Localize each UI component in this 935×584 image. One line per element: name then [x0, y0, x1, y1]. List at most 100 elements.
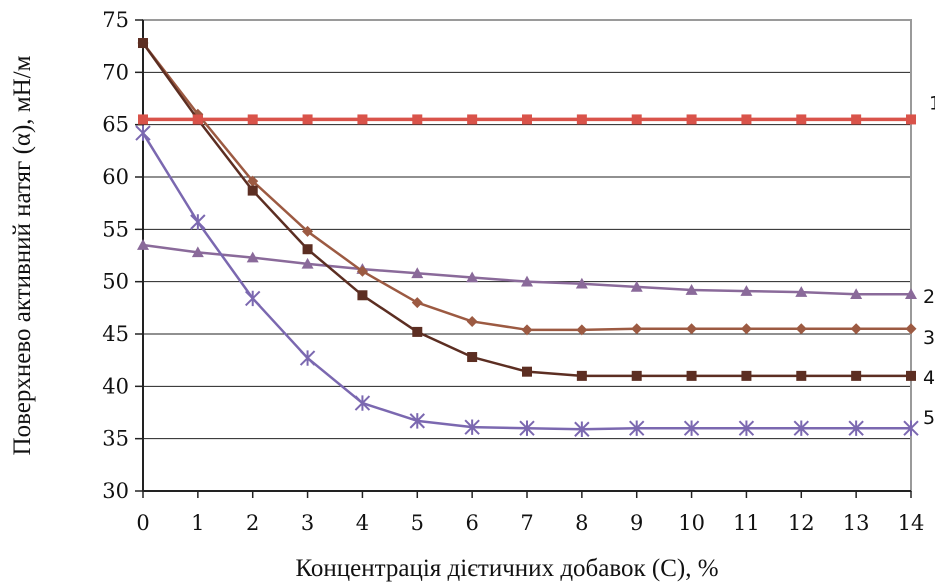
- x-tick-label-5: 5: [411, 511, 424, 535]
- series-5-point-2: [245, 290, 261, 307]
- series-2-point-12: [795, 286, 808, 297]
- series-5-point-5: [409, 413, 425, 429]
- x-tick-label-10: 10: [678, 511, 705, 535]
- series-4-point-5: [412, 326, 423, 337]
- series-3-point-11: [740, 323, 752, 335]
- series-3-point-14: [905, 323, 917, 335]
- series-3-point-6: [466, 315, 478, 327]
- x-tick-label-14: 14: [898, 511, 925, 535]
- series-4-point-2: [247, 185, 258, 196]
- series-1-point-0: [138, 114, 148, 125]
- series-2-point-5: [411, 267, 424, 279]
- y-tick-label-75: 75: [102, 8, 129, 32]
- series-1-point-12: [796, 114, 807, 125]
- series-labels: 1 2 3 4 5: [923, 92, 935, 429]
- series-4-point-0: [138, 38, 148, 49]
- y-tick-label-40: 40: [102, 374, 129, 398]
- series-2-point-14: [905, 288, 917, 300]
- series-5-point-11: [738, 420, 755, 436]
- series-5-point-1: [190, 214, 206, 230]
- series-4-point-3: [302, 244, 313, 255]
- series-3-point-2: [247, 175, 259, 187]
- series-5-point-10: [683, 420, 700, 436]
- series-3-point-5: [411, 297, 423, 309]
- series-1-point-2: [247, 114, 258, 125]
- series-4-point-9: [631, 370, 642, 381]
- series-1-point-7: [522, 114, 532, 125]
- series-4-point-11: [741, 370, 752, 381]
- series-5-point-3: [299, 350, 316, 366]
- series-2-point-8: [575, 277, 588, 289]
- series-3-point-3: [302, 225, 314, 237]
- x-tick-label-13: 13: [843, 511, 870, 535]
- series-4-point-14: [906, 370, 916, 381]
- series-1-point-1: [192, 114, 203, 125]
- series-2-point-6: [466, 271, 479, 283]
- x-tick-label-6: 6: [465, 511, 478, 535]
- series-3-point-7: [521, 324, 533, 336]
- y-tick-label-65: 65: [102, 113, 129, 137]
- x-axis-title: Концентрація дієтичних добавок (С), %: [295, 555, 718, 582]
- x-tick-label-9: 9: [630, 511, 643, 535]
- series-3-point-4: [356, 265, 368, 277]
- series-3-point-9: [631, 323, 643, 335]
- series-1: [138, 114, 916, 125]
- series-3-point-8: [576, 324, 588, 336]
- series-4: [138, 38, 916, 381]
- y-tick-label-45: 45: [102, 322, 129, 346]
- series-1-point-8: [576, 114, 587, 125]
- x-tick-label-0: 0: [136, 511, 149, 535]
- series-2-point-0: [137, 239, 149, 250]
- series-5-point-4: [354, 395, 371, 411]
- x-tick-label-3: 3: [301, 511, 314, 535]
- series-1-point-11: [741, 114, 752, 125]
- series-5-point-0: [135, 125, 151, 141]
- series-2-point-13: [850, 288, 863, 300]
- series-5: [135, 125, 919, 437]
- plot-frame: [142, 19, 912, 492]
- series-label-5: 5: [923, 407, 935, 429]
- series-4-point-7: [522, 366, 532, 377]
- series-2-point-7: [521, 275, 533, 287]
- y-tick-label-30: 30: [102, 479, 129, 503]
- y-tick-label-55: 55: [102, 217, 129, 241]
- series-5-point-7: [519, 420, 535, 436]
- series-5-point-14: [903, 420, 919, 436]
- series-3-point-13: [850, 323, 862, 335]
- y-tick-label-70: 70: [102, 60, 129, 84]
- series-2-line: [142, 243, 911, 296]
- series-2-point-1: [191, 246, 204, 258]
- series-1-point-3: [302, 114, 313, 125]
- y-tick-labels: 30 35 40 45 50 55 60 65 70 75: [102, 8, 143, 503]
- y-axis-title: Поверхнево активний натяг (α), мН/м: [9, 55, 36, 455]
- series-2-point-9: [630, 280, 643, 292]
- series-2-point-3: [301, 257, 314, 269]
- x-tick-labels: 0 1 2 3 4 5 6 7 8 9 10 11 12 13 14: [136, 491, 924, 535]
- x-tick-label-7: 7: [520, 511, 533, 535]
- series-4-point-13: [851, 370, 862, 381]
- series-label-1: 1: [929, 92, 935, 114]
- series-5-point-6: [464, 419, 480, 435]
- series-1-point-6: [467, 114, 478, 125]
- series-1-point-5: [412, 114, 423, 125]
- series-4-point-10: [686, 370, 697, 381]
- axes: [142, 20, 911, 492]
- x-tick-label-12: 12: [788, 511, 815, 535]
- series-2-point-11: [740, 285, 753, 296]
- series-5-point-9: [629, 420, 645, 436]
- y-tick-label-35: 35: [102, 427, 129, 451]
- y-tick-label-50: 50: [102, 270, 129, 294]
- series-4-point-4: [357, 290, 368, 301]
- series-1-point-10: [686, 114, 697, 125]
- series-3-line: [142, 42, 911, 332]
- series-layer: [135, 37, 919, 437]
- series-label-2: 2: [923, 286, 935, 308]
- x-tick-label-1: 1: [191, 511, 204, 535]
- series-4-point-6: [467, 352, 478, 363]
- series-1-point-14: [906, 114, 916, 125]
- series-5-point-12: [793, 420, 809, 436]
- series-3: [137, 37, 917, 336]
- series-1-point-13: [851, 114, 862, 125]
- series-label-3: 3: [923, 327, 935, 349]
- series-5-point-8: [574, 421, 590, 437]
